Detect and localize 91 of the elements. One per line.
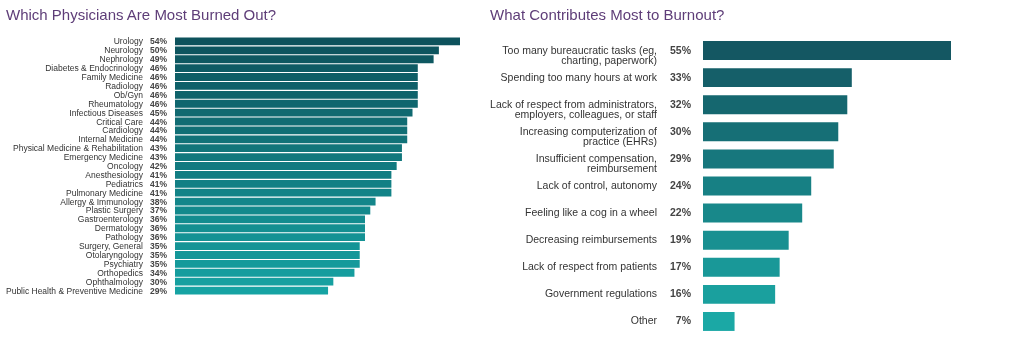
data-label: 45%: [149, 107, 168, 118]
chart-title: Which Physicians Are Most Burned Out?: [5, 6, 277, 23]
data-label: 44%: [149, 125, 168, 136]
data-label: 36%: [149, 223, 168, 234]
y-tick-label: Decreasing reimbursements: [525, 233, 657, 246]
y-tick-label: Otolaryngology: [85, 249, 144, 260]
y-tick-label: Urology: [113, 36, 144, 47]
y-tick-label: Spending too many hours at work: [500, 70, 658, 83]
y-tick-label: Physical Medicine & Rehabilitation: [13, 143, 144, 154]
data-label: 35%: [149, 258, 168, 269]
data-label: 46%: [149, 63, 168, 74]
data-label: 29%: [669, 151, 692, 164]
data-label: 35%: [149, 249, 168, 260]
data-label: 33%: [669, 70, 692, 83]
data-label: 16%: [669, 287, 692, 300]
data-label: 46%: [149, 72, 168, 83]
data-label: 36%: [149, 232, 168, 243]
data-label: 42%: [149, 161, 168, 171]
data-label: 30%: [669, 124, 692, 137]
data-label: 17%: [669, 260, 692, 273]
data-label: 43%: [149, 143, 168, 154]
y-tick-label: Lack of control, autonomy: [536, 179, 658, 191]
data-label: 35%: [149, 241, 168, 252]
bar: [703, 311, 735, 331]
data-label: 19%: [669, 233, 692, 246]
data-label: 55%: [669, 43, 692, 56]
bar: [703, 95, 848, 115]
data-label: 49%: [149, 54, 168, 65]
bar: [703, 284, 776, 304]
bar: [703, 176, 812, 196]
data-label: 46%: [149, 80, 168, 91]
bar: [703, 203, 803, 223]
y-tick-label: Increasing computerization of practice (EHRs): [519, 124, 658, 148]
y-tick-label: Gastroenterology: [77, 214, 144, 225]
y-tick-label: Other: [630, 314, 658, 327]
chart-title: What Contributes Most to Burnout?: [490, 6, 725, 23]
data-label: 38%: [149, 196, 168, 207]
y-tick-label: Oncology: [107, 161, 144, 171]
y-tick-label: Ob/Gyn: [113, 89, 144, 100]
y-tick-label: Public Health & Preventive Medicine: [5, 285, 144, 296]
y-tick-label: Allergy & Immunology: [60, 196, 144, 207]
data-label: 54%: [149, 36, 168, 47]
y-tick-label: Dermatology: [94, 223, 144, 234]
bar: [703, 68, 852, 88]
data-label: 36%: [149, 214, 168, 225]
y-tick-label: Lack of respect from administrators, employers, colleagues, or staff: [490, 97, 658, 121]
y-tick-label: Radiology: [105, 80, 144, 91]
data-label: 32%: [669, 97, 692, 110]
y-tick-label: Too many bureaucratic tasks (eg, charting, paperwork): [502, 43, 657, 67]
y-tick-label: Critical Care: [96, 116, 144, 127]
bar: [703, 149, 834, 169]
y-tick-label: Feeling like a cog in a wheel: [525, 206, 657, 219]
data-label: 29%: [149, 285, 168, 296]
data-label: 44%: [149, 116, 168, 127]
y-tick-label: Neurology: [104, 45, 144, 56]
data-label: 46%: [149, 98, 168, 109]
y-tick-label: Pediatrics: [105, 178, 143, 189]
data-label: 46%: [149, 89, 168, 100]
y-tick-label: Internal Medicine: [78, 134, 144, 145]
y-tick-label: Government regulations: [544, 287, 657, 300]
y-tick-label: Ophthalmology: [85, 276, 144, 287]
data-label: 50%: [149, 45, 168, 56]
y-tick-label: Diabetes & Endocrinology: [45, 63, 144, 74]
y-tick-label: Infectious Diseases: [69, 107, 143, 118]
y-tick-label: Plastic Surgery: [85, 205, 144, 216]
y-tick-label: Rheumatology: [88, 98, 144, 109]
data-label: 44%: [149, 134, 168, 145]
y-tick-label: Family Medicine: [81, 72, 144, 83]
y-tick-label: Cardiology: [102, 125, 144, 136]
y-tick-label: Lack of respect from patients: [522, 260, 657, 273]
y-tick-label: Orthopedics: [97, 267, 143, 278]
y-tick-label: Emergency Medicine: [63, 152, 144, 163]
data-label: 41%: [149, 178, 168, 189]
bar: [703, 257, 780, 277]
data-label: 41%: [149, 169, 168, 180]
data-label: 22%: [669, 206, 692, 219]
data-label: 24%: [669, 179, 692, 191]
data-label: 41%: [149, 187, 168, 198]
data-label: 43%: [149, 152, 168, 163]
bar: [703, 41, 951, 61]
y-tick-label: Insufficient compensation, reimbursement: [535, 151, 658, 175]
bar: [703, 122, 839, 142]
y-tick-label: Pulmonary Medicine: [65, 187, 144, 198]
data-label: 37%: [149, 205, 168, 216]
y-tick-label: Surgery, General: [78, 241, 144, 252]
y-tick-label: Anesthesiology: [85, 169, 144, 180]
data-label: 34%: [149, 267, 168, 278]
y-tick-label: Psychiatry: [103, 258, 144, 269]
data-label: 30%: [149, 276, 168, 287]
bar: [703, 230, 789, 250]
data-label: 7%: [675, 314, 692, 327]
